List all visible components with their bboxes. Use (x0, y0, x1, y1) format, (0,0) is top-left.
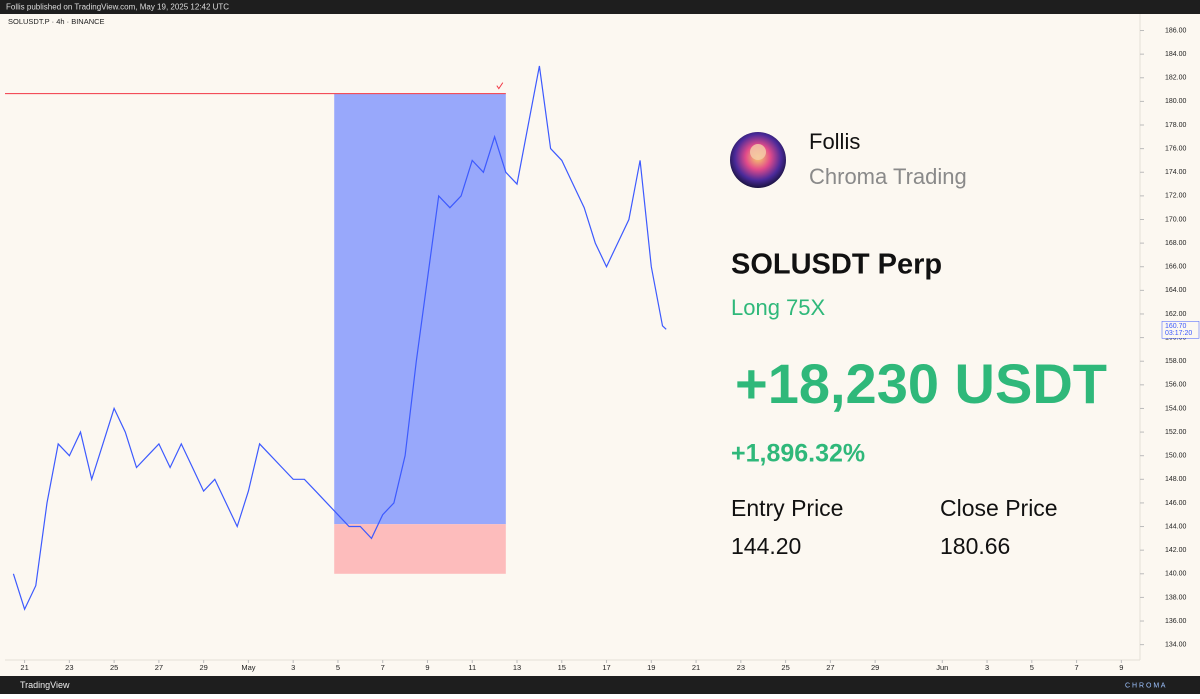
x-tick-label: 29 (871, 663, 879, 672)
loss-zone (334, 524, 506, 574)
last-price-label: 160.70 (1165, 323, 1187, 330)
y-tick-label: 138.00 (1165, 594, 1187, 601)
x-tick-label: 27 (826, 663, 834, 672)
footer-logo: TradingView (20, 680, 70, 690)
x-tick-label: 7 (1074, 663, 1078, 672)
side: Long 75X (731, 295, 826, 320)
y-tick-label: 146.00 (1165, 500, 1187, 507)
countdown: 03:17:20 (1165, 330, 1192, 337)
price-line (12, 65, 667, 611)
x-tick-label: 21 (20, 663, 28, 672)
pair: SOLUSDT Perp (731, 249, 942, 281)
y-tick-label: 172.00 (1165, 193, 1187, 200)
y-tick-label: 156.00 (1165, 382, 1187, 389)
y-tick-label: 176.00 (1165, 145, 1187, 152)
y-tick-label: 152.00 (1165, 429, 1187, 436)
chart: 134.00 136.00 138.00 140.00 142.00 144.00 146.… (5, 27, 1200, 672)
published-line: Follis published on TradingView.com, May… (6, 3, 229, 12)
x-tick-label: 21 (692, 663, 700, 672)
x-tick-label: 5 (336, 663, 340, 672)
pnl: +18,230 USDT (735, 352, 1107, 415)
y-tick-label: 174.00 (1165, 169, 1187, 176)
y-tick-label: 140.00 (1165, 571, 1187, 578)
user-name: Follis (809, 129, 860, 154)
x-tick-label: Jun (936, 663, 948, 672)
y-tick-label: 164.00 (1165, 287, 1187, 294)
x-tick-label: 17 (602, 663, 610, 672)
target-check (496, 82, 504, 90)
y-tick-label: 182.00 (1165, 75, 1187, 82)
y-tick-label: 142.00 (1165, 547, 1187, 554)
top-bar (0, 0, 1200, 14)
x-tick-label: May (241, 663, 255, 672)
x-tick-label: 25 (781, 663, 789, 672)
x-tick-label: 3 (291, 663, 295, 672)
y-tick-label: 166.00 (1165, 264, 1187, 271)
x-tick-label: 11 (468, 663, 476, 672)
y-tick-label: 178.00 (1165, 122, 1187, 129)
entry-value: 144.20 (731, 533, 801, 559)
x-tick-label: 13 (513, 663, 521, 672)
x-tick-label: 5 (1030, 663, 1034, 672)
close-value: 180.66 (940, 533, 1010, 559)
x-tick-label: 9 (425, 663, 429, 672)
x-tick-label: 25 (110, 663, 118, 672)
y-tick-label: 168.00 (1165, 240, 1187, 247)
x-tick-label: 23 (65, 663, 73, 672)
bottom-bar (0, 676, 1200, 694)
x-tick-label: 7 (381, 663, 385, 672)
x-tick-label: 9 (1119, 663, 1123, 672)
footer-brand: C H R O M A (1125, 682, 1166, 689)
y-tick-label: 136.00 (1165, 618, 1187, 625)
x-tick-label: 19 (647, 663, 655, 672)
y-tick-label: 148.00 (1165, 476, 1187, 483)
entry-label: Entry Price (731, 495, 843, 521)
x-tick-label: 29 (199, 663, 207, 672)
y-tick-label: 144.00 (1165, 523, 1187, 530)
y-tick-label: 180.00 (1165, 98, 1187, 105)
x-tick-label: 3 (985, 663, 989, 672)
y-tick-label: 158.00 (1165, 358, 1187, 365)
y-tick-label: 154.00 (1165, 405, 1187, 412)
x-tick-label: 23 (737, 663, 745, 672)
brand-name: Chroma Trading (809, 164, 967, 189)
profit-zone (334, 93, 506, 525)
last-price-box (1161, 321, 1200, 339)
y-tick-label: 170.00 (1165, 216, 1187, 223)
y-tick-label: 150.00 (1165, 453, 1187, 460)
y-tick-label: 184.00 (1165, 51, 1187, 58)
roi: +1,896.32% (731, 440, 865, 468)
symbol-label: SOLUSDT.P · 4h · BINANCE (8, 17, 105, 26)
x-tick-label: 27 (155, 663, 163, 672)
close-label: Close Price (940, 495, 1058, 521)
y-tick-label: 134.00 (1165, 641, 1187, 648)
y-tick-label: 186.00 (1165, 27, 1187, 34)
y-tick-label: 162.00 (1165, 311, 1187, 318)
x-tick-label: 15 (558, 663, 566, 672)
avatar-face (750, 144, 766, 160)
